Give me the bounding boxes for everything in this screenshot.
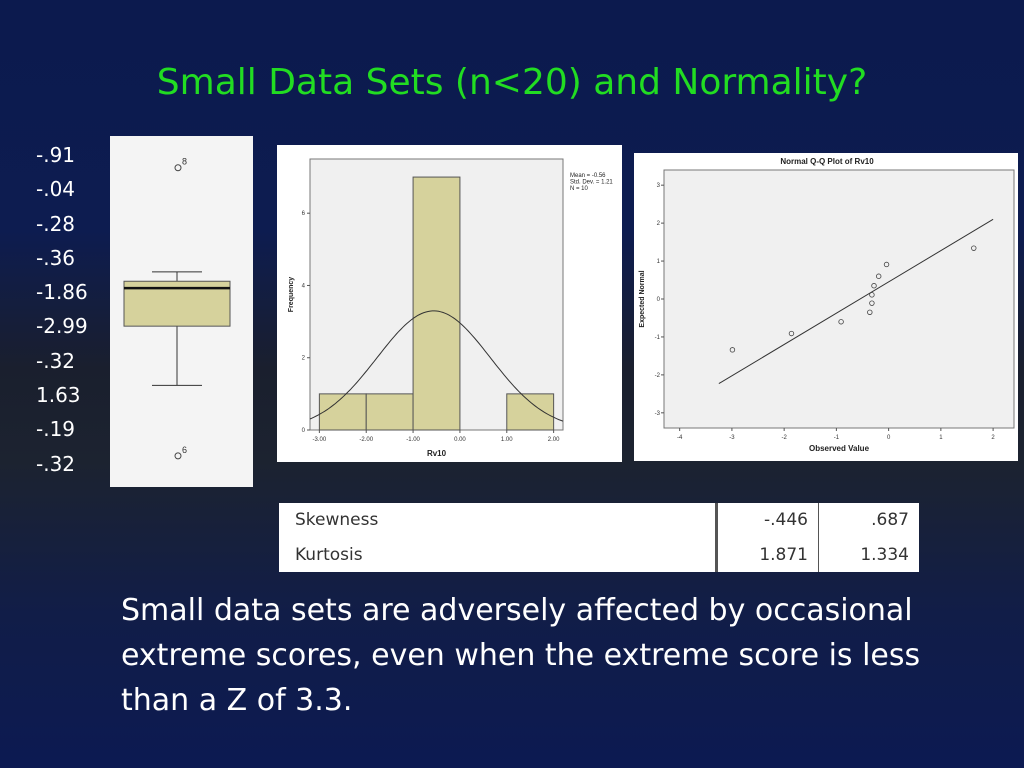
skewness-statistic: -.446 [715,503,819,538]
y-tick-label: 2 [657,221,661,227]
raw-value: 1.63 [36,383,81,408]
x-tick-label: -4 [677,435,683,441]
slide-title: Small Data Sets (n<20) and Normality? [156,62,868,103]
x-axis-label: Rv10 [427,449,447,458]
chart-title: Normal Q-Q Plot of Rv10 [780,157,874,166]
x-tick-label: 1 [939,435,943,441]
y-tick-label: 4 [302,283,306,289]
table-row: Kurtosis 1.871 1.334 [279,537,919,572]
data-point [838,319,844,325]
x-tick-label: -1 [834,435,840,441]
qq-plot-chart: Normal Q-Q Plot of Rv10 -4 -3 -2 -1 0 1 2 -3 -2 -1… [639,157,1015,453]
data-point [876,273,882,279]
kurtosis-statistic: 1.871 [715,537,819,572]
normal-curve [309,310,564,422]
y-tick-label: -1 [655,335,661,341]
outlier-point [174,452,182,460]
raw-value: -.04 [36,177,76,202]
raw-value: -1.86 [36,280,88,305]
table-row: Skewness -.446 .687 [279,503,919,538]
y-tick-label: 2 [302,356,306,362]
skewness-std-error: .687 [818,503,919,538]
data-point [971,245,977,251]
kurtosis-label: Kurtosis [295,544,363,565]
outlier-label: 8 [182,157,187,167]
x-tick-label: -2 [781,435,787,441]
histogram-bar [365,393,414,431]
data-point [871,283,877,289]
histogram-chart: -3.00 -2.00 -1.00 0.00 1.00 2.00 0 2 4 6 Rv10 Frequ… [288,158,613,458]
raw-value: -.32 [36,348,76,373]
y-tick-label: 0 [657,297,661,303]
raw-value: -.91 [36,143,76,167]
data-point [729,347,736,353]
outlier-label: 6 [182,445,187,455]
y-tick-label: 0 [302,428,306,434]
raw-value: -.32 [36,451,76,476]
histogram-bar [318,393,367,431]
slide-caption: Small data sets are adversely affected b… [121,593,921,718]
data-point [883,261,890,268]
y-tick-label: 1 [657,259,661,265]
y-axis-label: Frequency [288,277,295,313]
x-tick-label: 2 [991,435,995,441]
skewness-label: Skewness [295,510,379,531]
kurtosis-std-error: 1.334 [818,537,919,572]
x-axis-label: Observed Value [809,444,870,453]
x-tick-label: 2.00 [548,437,560,443]
y-tick-label: -3 [655,411,661,417]
stats-legend-line: Std. Dev. = 1.21 [570,180,613,186]
x-tick-label: -3.00 [313,437,327,443]
x-tick-label: 0.00 [454,437,466,443]
raw-value: -.36 [36,245,76,270]
stats-legend-line: N = 10 [570,186,589,192]
data-point [869,292,875,298]
raw-value: -.19 [36,417,76,442]
x-tick-label: -2.00 [359,437,373,443]
raw-value: -2.99 [36,314,88,339]
x-tick-label: -1.00 [406,437,420,443]
histogram-bar [506,393,555,431]
histogram-chart-panel: -3.00 -2.00 -1.00 0.00 1.00 2.00 0 2 4 6 Rv10 Frequ… [277,145,622,462]
boxplot-chart: 86 [123,157,231,460]
outlier-point [174,164,182,172]
x-tick-label: 1.00 [501,437,513,443]
raw-values-list: -.91 -.04 -.28 -.36 -1.86 -2.99 -.32 1.6… [36,142,88,485]
plot-area [663,169,1015,429]
histogram-bar [412,176,461,431]
reference-line [718,218,994,385]
stats-legend-line: Mean = -0.56 [570,173,606,179]
raw-value: -.28 [36,211,76,236]
qq-plot-panel: Normal Q-Q Plot of Rv10 -4 -3 -2 -1 0 1 2 -3 -2 -1… [634,153,1018,461]
data-point [867,309,873,315]
data-point [869,300,875,306]
y-tick-label: 3 [657,183,661,189]
x-tick-label: -3 [729,435,735,441]
y-tick-label: 6 [302,211,306,217]
data-point [788,330,795,337]
x-tick-label: 0 [887,435,891,441]
y-tick-label: -2 [655,373,661,379]
descriptive-stats-table: Skewness -.446 .687 Kurtosis 1.871 1.334 [279,503,919,572]
y-axis-label: Expected Normal [639,270,646,327]
